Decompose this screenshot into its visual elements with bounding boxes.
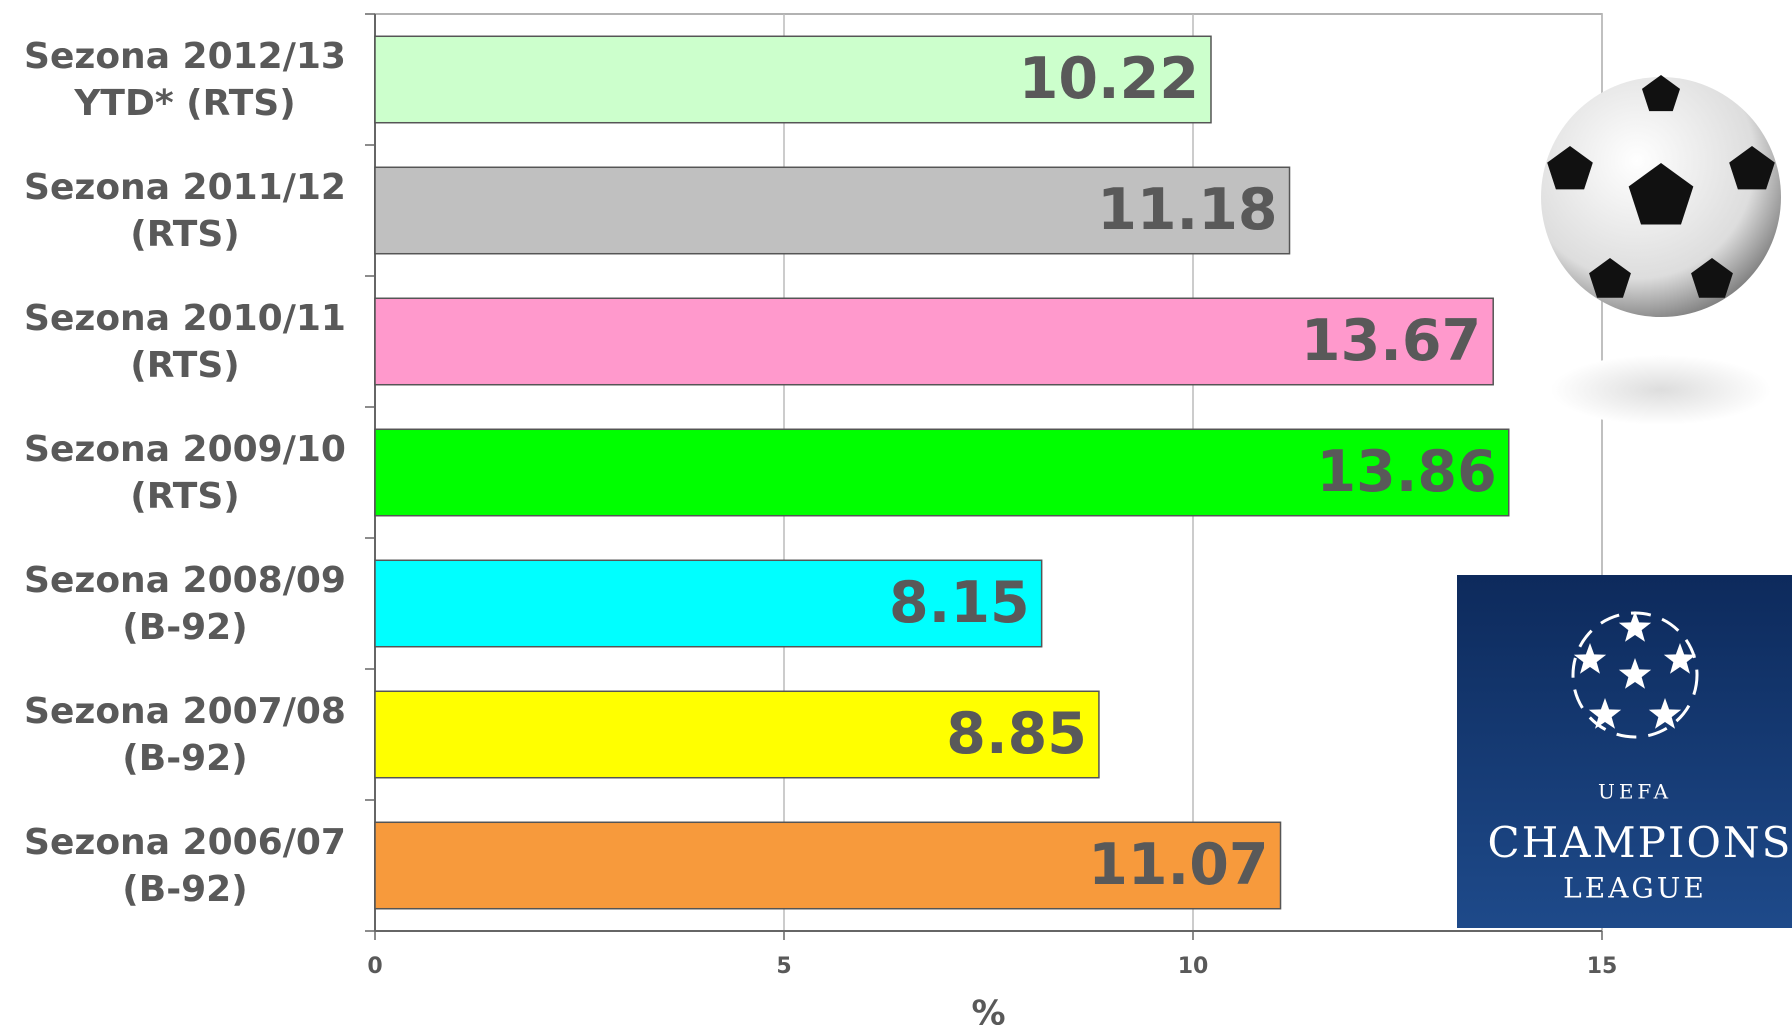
bar xyxy=(374,428,1510,517)
value-label: 13.67 xyxy=(1301,308,1481,374)
bar xyxy=(374,559,1043,648)
x-tick-label: 15 xyxy=(1587,954,1618,979)
bar xyxy=(374,297,1494,386)
value-label: 8.85 xyxy=(946,701,1087,767)
bar xyxy=(374,690,1100,779)
category-label: Sezona 2011/12 (RTS) xyxy=(24,166,346,255)
x-tick-label: 10 xyxy=(1178,954,1209,979)
ball-patch xyxy=(1729,146,1775,190)
category-label: Sezona 2010/11 (RTS) xyxy=(24,297,346,386)
logo-sub: LEAGUE xyxy=(1563,872,1707,905)
category-label: Sezona 2012/13 YTD* (RTS) xyxy=(24,35,346,124)
x-axis-label: % xyxy=(971,994,1005,1031)
category-label: Sezona 2008/09 (B-92) xyxy=(24,559,346,648)
ball-patch xyxy=(1547,146,1593,190)
value-label: 11.07 xyxy=(1088,832,1268,898)
value-label: 13.86 xyxy=(1316,439,1496,505)
value-label: 10.22 xyxy=(1019,46,1199,112)
ball-patch xyxy=(1691,258,1733,298)
value-label: 11.18 xyxy=(1097,177,1277,243)
x-tick-label: 5 xyxy=(776,954,791,979)
logo-star xyxy=(1588,698,1622,729)
ball-shadow xyxy=(1551,355,1771,425)
logo-uefa: UEFA xyxy=(1598,780,1672,804)
logo-star xyxy=(1663,643,1697,674)
bar xyxy=(374,821,1282,910)
category-label: Sezona 2007/08 (B-92) xyxy=(24,690,346,779)
logo-star xyxy=(1573,643,1607,674)
category-label: Sezona 2009/10 (RTS) xyxy=(24,428,346,517)
ball-patch xyxy=(1589,258,1631,298)
bar xyxy=(374,166,1291,255)
x-tick-label: 0 xyxy=(367,954,382,979)
logo-star xyxy=(1648,698,1682,729)
logo-star xyxy=(1618,658,1652,689)
ball-patch xyxy=(1641,75,1681,112)
ball-patch xyxy=(1628,163,1694,225)
logo-bg xyxy=(1457,575,1792,928)
value-label: 8.15 xyxy=(889,570,1030,636)
logo-name: CHAMPIONS xyxy=(1488,818,1792,867)
logo-star xyxy=(1618,611,1652,642)
bar xyxy=(374,35,1212,124)
category-label: Sezona 2006/07 (B-92) xyxy=(24,821,346,910)
